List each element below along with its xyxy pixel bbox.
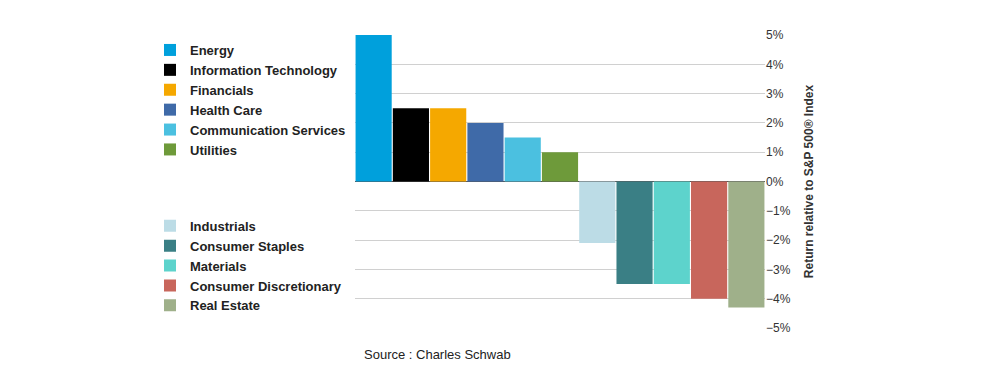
svg-text:Energy: Energy <box>190 43 235 58</box>
svg-text:Materials: Materials <box>190 259 246 274</box>
svg-text:Industrials: Industrials <box>190 219 256 234</box>
svg-text:4%: 4% <box>766 58 784 72</box>
svg-text:3%: 3% <box>766 87 784 101</box>
svg-text:−5%: −5% <box>766 321 791 335</box>
svg-text:Real Estate: Real Estate <box>190 298 260 313</box>
svg-text:Source : Charles Schwab: Source : Charles Schwab <box>364 347 511 362</box>
svg-text:Utilities: Utilities <box>190 143 237 158</box>
svg-text:Communication Services: Communication Services <box>190 123 345 138</box>
svg-text:Consumer Discretionary: Consumer Discretionary <box>190 279 342 294</box>
svg-text:5%: 5% <box>766 28 784 42</box>
svg-text:Return relative to S&P 500® In: Return relative to S&P 500® Index <box>802 85 816 279</box>
svg-text:1%: 1% <box>766 145 784 159</box>
svg-text:−3%: −3% <box>766 263 791 277</box>
svg-text:Financials: Financials <box>190 83 254 98</box>
svg-text:−1%: −1% <box>766 204 791 218</box>
svg-text:−4%: −4% <box>766 292 791 306</box>
svg-text:−2%: −2% <box>766 233 791 247</box>
svg-text:0%: 0% <box>766 175 784 189</box>
svg-text:2%: 2% <box>766 116 784 130</box>
svg-text:Consumer Staples: Consumer Staples <box>190 239 304 254</box>
svg-text:Health Care: Health Care <box>190 103 262 118</box>
svg-text:Information Technology: Information Technology <box>190 63 338 78</box>
